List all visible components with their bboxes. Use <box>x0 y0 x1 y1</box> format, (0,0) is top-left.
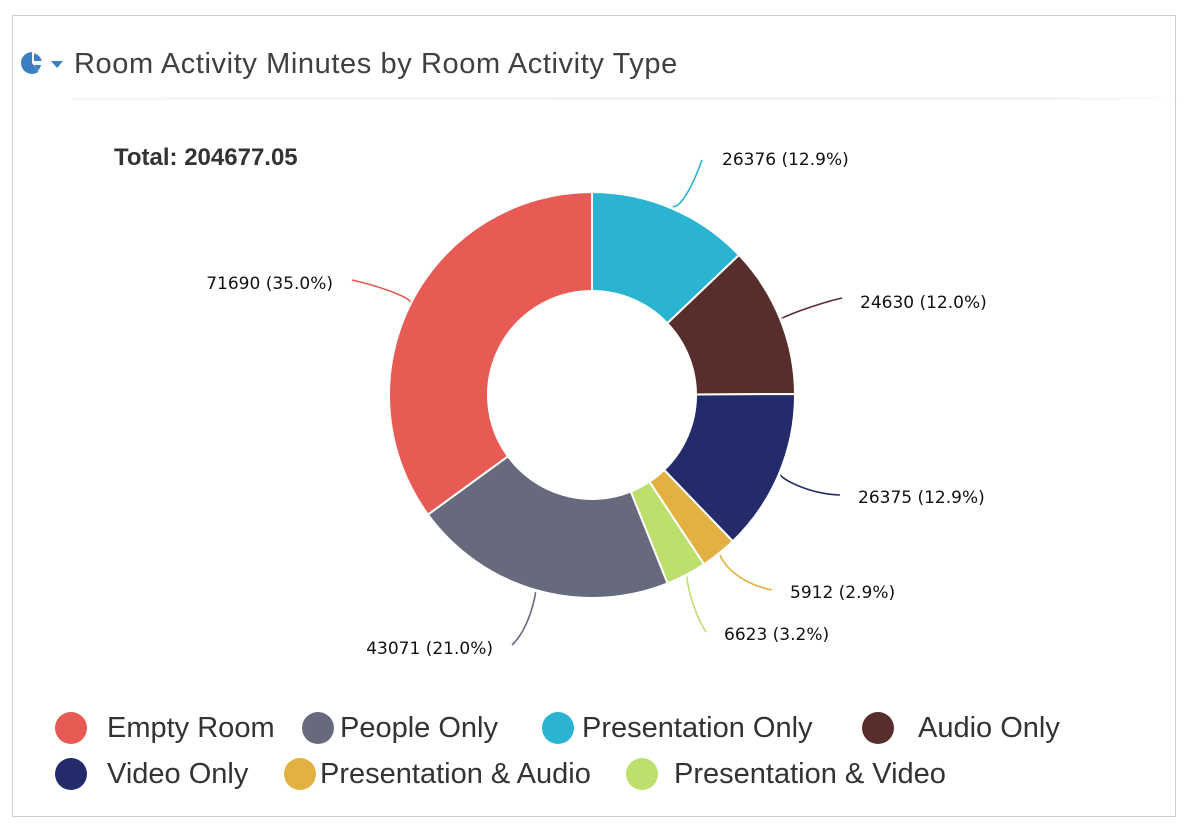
pie-chart-icon <box>21 52 44 74</box>
legend-label: Video Only <box>107 757 249 790</box>
leader-line-presentation-and-audio <box>719 554 773 591</box>
caret-down-icon <box>51 61 63 68</box>
legend-item-presentation-only[interactable]: Presentation Only <box>542 710 813 746</box>
legend-label: Presentation & Video <box>674 757 946 790</box>
data-label-people-only: 43071 (21.0%) <box>366 639 493 659</box>
legend-label: People Only <box>340 711 498 744</box>
legend-item-audio-only[interactable]: Audio Only <box>862 710 1060 746</box>
total-label: Total: 204677.05 <box>114 144 298 171</box>
leader-line-audio-only <box>781 297 843 320</box>
leader-line-presentation-and-video <box>686 576 707 633</box>
legend-label: Presentation & Audio <box>320 757 591 790</box>
data-label-presentation-and-audio: 5912 (2.9%) <box>790 583 895 603</box>
data-label-video-only: 26375 (12.9%) <box>858 488 985 508</box>
chart-title: Room Activity Minutes by Room Activity T… <box>74 47 678 80</box>
data-label-audio-only: 24630 (12.0%) <box>860 293 987 313</box>
legend-swatch <box>55 712 87 744</box>
legend-item-empty-room[interactable]: Empty Room <box>55 710 275 746</box>
legend-swatch <box>542 712 574 744</box>
data-label-presentation-and-video: 6623 (3.2%) <box>724 625 829 645</box>
leader-line-presentation-only <box>672 159 703 208</box>
data-label-presentation-only: 26376 (12.9%) <box>722 150 849 170</box>
chart-type-menu-button[interactable] <box>20 50 64 78</box>
legend-swatch <box>626 758 658 790</box>
chart-panel <box>12 15 1176 817</box>
header-divider <box>72 97 1190 100</box>
legend-item-presentation-and-audio[interactable]: Presentation & Audio <box>284 756 591 792</box>
chart-header: Room Activity Minutes by Room Activity T… <box>20 44 678 84</box>
legend-item-people-only[interactable]: People Only <box>302 710 498 746</box>
slice-empty-room[interactable] <box>388 190 593 516</box>
leader-lines <box>351 159 843 646</box>
legend-swatch <box>862 712 894 744</box>
legend-label: Empty Room <box>107 711 275 744</box>
legend-item-presentation-and-video[interactable]: Presentation & Video <box>626 756 946 792</box>
legend-label: Audio Only <box>918 711 1060 744</box>
data-labels: 26376 (12.9%) 24630 (12.0%) 26375 (12.9%) 5… <box>206 150 987 659</box>
slice-people-only[interactable] <box>426 454 669 599</box>
data-label-empty-room: 71690 (35.0%) <box>206 274 333 294</box>
legend-swatch <box>55 758 87 790</box>
leader-line-video-only <box>780 474 841 496</box>
leader-line-empty-room <box>351 279 411 303</box>
donut-slices <box>388 190 797 599</box>
legend-item-video-only[interactable]: Video Only <box>55 756 248 792</box>
leader-line-people-only <box>511 591 537 646</box>
legend-label: Presentation Only <box>582 711 813 744</box>
legend-swatch <box>302 712 334 744</box>
legend-swatch <box>284 758 316 790</box>
